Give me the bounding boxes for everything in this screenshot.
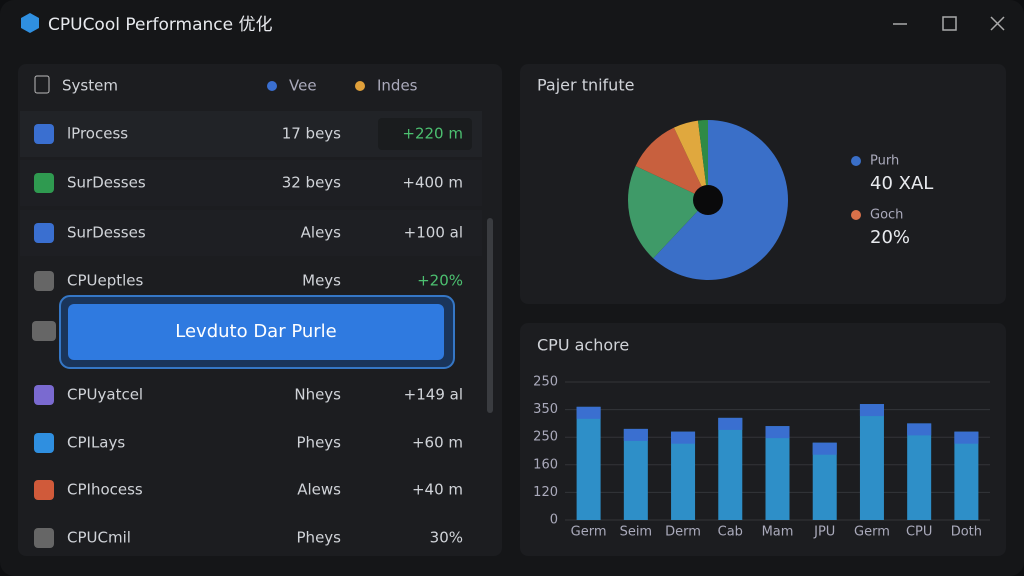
row-icon bbox=[34, 124, 54, 144]
legend-value: 40 XAL bbox=[870, 173, 933, 194]
button-label[interactable]: Levduto Dar Purle bbox=[175, 321, 337, 342]
bar bbox=[671, 431, 696, 520]
row-time: Alews bbox=[297, 481, 341, 499]
legend-value: 20% bbox=[870, 227, 910, 248]
row-value: +40 m bbox=[412, 481, 463, 499]
legend-label: Vee bbox=[289, 77, 317, 95]
pie-slice bbox=[673, 120, 708, 200]
window-title: CPUCool Performance 优化 bbox=[48, 15, 273, 35]
bar-cap bbox=[671, 431, 696, 444]
value-bg bbox=[378, 118, 472, 150]
primary-button[interactable] bbox=[68, 304, 444, 360]
bar-title: CPU achore bbox=[537, 336, 629, 355]
x-tick-label: JPU bbox=[813, 525, 835, 540]
bar-cap bbox=[907, 423, 932, 436]
pie-slice bbox=[697, 120, 708, 200]
x-tick-label: CPU bbox=[906, 525, 932, 540]
x-tick-label: Germ bbox=[854, 525, 890, 540]
row-time: Pheys bbox=[297, 529, 342, 547]
legend-dot bbox=[851, 210, 861, 220]
row-bg bbox=[20, 160, 482, 206]
x-tick-label: Mam bbox=[762, 525, 794, 540]
bar bbox=[907, 423, 932, 520]
row-time: 17 beys bbox=[282, 125, 341, 143]
bar-cap bbox=[718, 417, 743, 430]
bar-cap bbox=[954, 431, 979, 444]
row-icon bbox=[34, 271, 54, 291]
y-tick-label: 250 bbox=[533, 430, 558, 445]
y-tick-label: 250 bbox=[533, 375, 558, 390]
bar-cap bbox=[812, 442, 837, 455]
row-time: Nheys bbox=[294, 386, 341, 404]
row-name: CPUCmil bbox=[67, 529, 131, 547]
scrollbar[interactable] bbox=[487, 218, 493, 413]
row-value: +220 m bbox=[402, 125, 463, 143]
bar bbox=[576, 406, 601, 520]
row-icon bbox=[34, 385, 54, 405]
row-name: CPIhocess bbox=[67, 481, 143, 499]
bar bbox=[812, 442, 837, 520]
legend-name: Purh bbox=[870, 154, 899, 169]
row-icon bbox=[34, 433, 54, 453]
row-name: CPUyatcel bbox=[67, 386, 143, 404]
row-value: +400 m bbox=[402, 174, 463, 192]
legend-dot bbox=[851, 156, 861, 166]
system-icon bbox=[34, 75, 50, 94]
row-name: CPILays bbox=[67, 434, 125, 452]
row-time: 32 beys bbox=[282, 174, 341, 192]
row-icon bbox=[32, 321, 56, 341]
row-name: CPUeptles bbox=[67, 272, 144, 290]
x-tick-label: Cab bbox=[718, 525, 743, 540]
row-time: Aleys bbox=[301, 224, 342, 242]
app-icon bbox=[21, 13, 39, 33]
bar-cap bbox=[859, 404, 884, 417]
row-value: +60 m bbox=[412, 434, 463, 452]
row-name: SurDesses bbox=[67, 224, 146, 242]
row-value: 30% bbox=[430, 529, 463, 547]
row-time: Meys bbox=[302, 272, 341, 290]
pie-slice bbox=[635, 127, 708, 200]
row-icon bbox=[34, 528, 54, 548]
row-icon bbox=[34, 173, 54, 193]
row-icon bbox=[34, 480, 54, 500]
row-name: lProcess bbox=[67, 125, 128, 143]
x-tick-label: Seim bbox=[620, 525, 653, 540]
y-tick-label: 0 bbox=[550, 513, 558, 528]
row-value: +149 al bbox=[404, 386, 463, 404]
y-tick-label: 120 bbox=[533, 485, 558, 500]
bar bbox=[718, 417, 743, 520]
pie-slice bbox=[628, 165, 708, 259]
bar bbox=[954, 431, 979, 520]
row-bg bbox=[20, 210, 482, 256]
x-tick-label: Doth bbox=[951, 525, 982, 540]
row-time: Pheys bbox=[297, 434, 342, 452]
row-value: +100 al bbox=[404, 224, 463, 242]
row-name: SurDesses bbox=[67, 174, 146, 192]
pie-hole bbox=[693, 185, 723, 215]
x-tick-label: Germ bbox=[571, 525, 607, 540]
y-tick-label: 160 bbox=[533, 457, 558, 472]
bar-cap bbox=[765, 426, 790, 439]
bar bbox=[765, 426, 790, 520]
list-header: System bbox=[62, 77, 118, 95]
row-value: +20% bbox=[417, 272, 463, 290]
pie-title: Pajer tnifute bbox=[537, 76, 634, 95]
legend-dot bbox=[267, 81, 277, 91]
window-controls[interactable] bbox=[893, 16, 1005, 31]
y-tick-label: 350 bbox=[533, 402, 558, 417]
x-tick-label: Derm bbox=[665, 525, 701, 540]
legend-name: Goch bbox=[870, 208, 903, 223]
bar bbox=[623, 428, 648, 520]
row-icon bbox=[34, 223, 54, 243]
bar bbox=[859, 404, 884, 520]
bar-cap bbox=[576, 406, 601, 419]
legend-dot bbox=[355, 81, 365, 91]
legend-label: Indes bbox=[377, 77, 418, 95]
bar-cap bbox=[623, 428, 648, 441]
